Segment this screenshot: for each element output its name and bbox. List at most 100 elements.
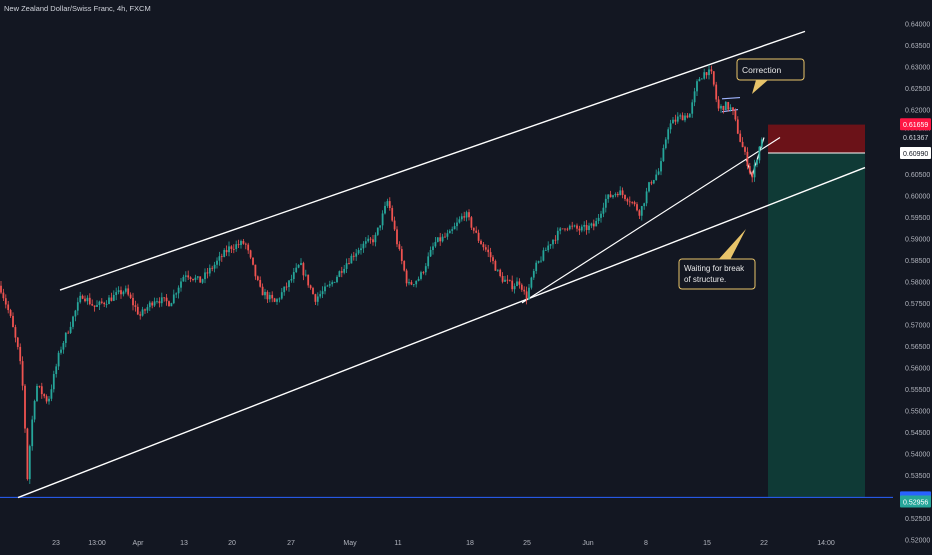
price-tick-label: 0.59000 xyxy=(905,236,930,243)
candle-body xyxy=(7,304,10,311)
candle-body xyxy=(64,332,67,343)
candle-body xyxy=(136,306,139,315)
candle-body xyxy=(544,250,547,251)
candle-body xyxy=(117,290,120,293)
candle-body xyxy=(530,277,533,288)
candle-body xyxy=(134,305,137,307)
candle-body xyxy=(256,276,259,281)
candle-body xyxy=(614,193,617,196)
candle-body xyxy=(340,271,343,273)
candle-body xyxy=(756,160,758,165)
candle-body xyxy=(264,291,266,296)
candle-body xyxy=(552,239,554,245)
candle-body xyxy=(595,221,598,227)
candle-body xyxy=(348,263,350,264)
candle-body xyxy=(271,294,274,299)
price-axis[interactable]: 0.520000.525000.530000.535000.540000.545… xyxy=(893,0,932,550)
candle-body xyxy=(645,191,648,204)
candle-body xyxy=(52,374,55,390)
time-axis[interactable]: 23 13:00 Apr 13 20 27 May 11 18 25 Jun 8 15 22 14:00 xyxy=(52,540,835,547)
candle-body xyxy=(691,102,694,114)
candle-body xyxy=(153,301,156,306)
candle-body xyxy=(535,262,538,272)
candle-body xyxy=(316,296,319,302)
candle-body xyxy=(247,244,250,251)
price-tick-label: 0.55000 xyxy=(905,408,930,415)
time-tick-label: Apr xyxy=(133,540,145,547)
candle-body xyxy=(364,241,367,244)
candle-body xyxy=(151,302,154,306)
candle-body xyxy=(12,315,14,328)
candle-body xyxy=(331,282,334,285)
inner-support-line xyxy=(521,136,781,304)
candle-body xyxy=(9,310,12,316)
candle-body xyxy=(674,119,677,122)
candle-body xyxy=(576,225,578,229)
candle-body xyxy=(79,295,82,303)
candle-body xyxy=(129,294,132,298)
candle-body xyxy=(91,304,94,306)
candle-body xyxy=(432,246,434,251)
candle-body xyxy=(480,240,482,245)
candle-body xyxy=(242,241,245,244)
candle-body xyxy=(429,250,432,257)
candle-body xyxy=(597,217,600,222)
candle-body xyxy=(424,266,427,273)
candle-body xyxy=(501,276,504,282)
price-label-bottom: 0.52956 xyxy=(903,499,928,506)
candle-body xyxy=(580,226,583,231)
candle-body xyxy=(568,225,571,230)
candle-body xyxy=(470,217,473,228)
candle-body xyxy=(628,201,631,203)
candle-body xyxy=(688,113,691,118)
candle-body xyxy=(626,199,629,202)
annotations: Correction Waiting for break of structure. xyxy=(678,58,805,290)
candle-body xyxy=(422,272,425,274)
candle-body xyxy=(345,263,348,269)
candle-body xyxy=(496,269,499,271)
candle-body xyxy=(357,250,360,254)
price-tick-label: 0.59500 xyxy=(905,215,930,222)
candle-body xyxy=(86,297,89,302)
candle-body xyxy=(326,285,329,287)
candle-body xyxy=(607,194,610,199)
candle-body xyxy=(69,326,72,333)
candle-body xyxy=(165,297,168,302)
candle-body xyxy=(705,72,708,76)
price-axis-background xyxy=(893,0,932,550)
channel-bottom-line xyxy=(17,166,866,499)
candle-body xyxy=(372,239,374,243)
candle-body xyxy=(592,223,595,227)
candle-body xyxy=(288,280,290,288)
candle-body xyxy=(650,182,653,184)
candle-body xyxy=(84,298,86,302)
candle-body xyxy=(120,290,122,295)
candle-body xyxy=(657,171,660,175)
candle-body xyxy=(36,385,38,402)
candle-body xyxy=(324,286,326,292)
price-tick-label: 0.57000 xyxy=(905,322,930,329)
price-label-mid-bg xyxy=(900,130,931,143)
candle-body xyxy=(446,233,449,237)
candle-body xyxy=(427,256,430,267)
candle-body xyxy=(307,274,310,286)
candle-body xyxy=(201,279,204,283)
candle-body xyxy=(403,260,406,271)
candle-body xyxy=(513,286,516,290)
candle-body xyxy=(148,302,151,308)
candle-body xyxy=(415,280,418,285)
waiting-label-line2: of structure. xyxy=(684,275,726,284)
candle-body xyxy=(158,301,161,304)
candle-body xyxy=(218,256,221,261)
candle-body xyxy=(477,232,480,241)
candle-body xyxy=(631,202,634,203)
candle-body xyxy=(321,291,324,295)
candle-body xyxy=(549,244,552,246)
candle-body xyxy=(600,213,602,218)
candle-body xyxy=(2,292,5,299)
candle-body xyxy=(662,148,665,162)
candle-body xyxy=(393,220,396,230)
stop-loss-zone xyxy=(768,124,865,153)
